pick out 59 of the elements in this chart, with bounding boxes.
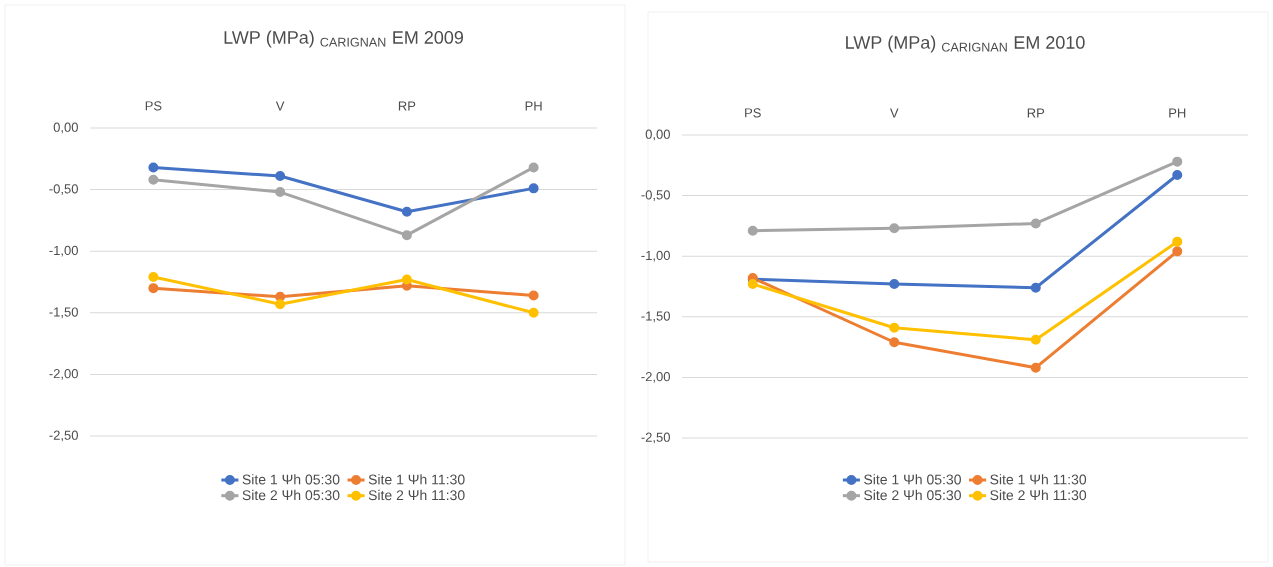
y-tick-label: -0,50 [641, 190, 670, 201]
legend-label: Site 1 Ψh 05:30 [864, 474, 961, 485]
x-tick-label: PH [1169, 108, 1186, 118]
x-tick-label: PS [745, 108, 761, 118]
point [1030, 362, 1041, 373]
y-tick-label: -1,50 [641, 311, 670, 323]
point [747, 225, 758, 236]
point [1172, 236, 1183, 247]
y-tick-label: -1,00 [641, 250, 670, 262]
y-tick-label: -2,50 [641, 432, 670, 444]
point [401, 206, 412, 217]
point [1172, 156, 1183, 167]
legend-label: Site 1 Ψh 05:30 [242, 474, 340, 485]
point [1030, 334, 1041, 345]
point [275, 299, 286, 310]
point [1030, 282, 1041, 293]
point [148, 162, 159, 173]
y-tick-label: -1,00 [49, 245, 78, 257]
point [1172, 169, 1183, 180]
point [401, 230, 412, 241]
x-tick-label: PS [145, 101, 162, 111]
legend-label: Site 2 Ψh 05:30 [242, 489, 340, 501]
chart-title: LWP (MPa) $_{CARIGNAN}$ EM 2009 [224, 30, 463, 48]
legend-label: Site 1 Ψh 11:30 [368, 474, 465, 485]
x-tick-label: RP [1027, 108, 1045, 118]
point [148, 283, 159, 294]
point [528, 162, 539, 173]
point [1172, 246, 1183, 257]
x-tick-label: RP [398, 101, 416, 111]
point [275, 291, 286, 302]
legend-label: Site 1 Ψh 11:30 [990, 474, 1087, 485]
point [275, 187, 286, 198]
point [148, 272, 159, 283]
point [889, 223, 900, 234]
y-tick-label: -1,50 [49, 307, 78, 319]
y-tick-label: 0,00 [53, 122, 78, 134]
y-tick-label: -2,00 [49, 369, 78, 380]
point [401, 274, 412, 285]
y-tick-label: -0,50 [49, 184, 78, 195]
point [889, 279, 900, 290]
y-tick-label: -2,00 [641, 372, 670, 383]
point [148, 174, 159, 185]
legend-label: Site 2 Ψh 11:30 [990, 489, 1087, 501]
point [889, 337, 900, 348]
point [528, 290, 539, 301]
point [747, 279, 758, 290]
chart-title: LWP (MPa) $_{CARIGNAN}$ EM 2010 [846, 35, 1085, 53]
point [275, 171, 286, 182]
legend-label: Site 2 Ψh 11:30 [368, 489, 465, 501]
y-tick-label: -2,50 [49, 430, 78, 442]
point [528, 183, 539, 194]
x-tick-label: V [889, 108, 899, 118]
point [889, 322, 900, 333]
legend-label: Site 2 Ψh 05:30 [864, 489, 961, 501]
point [1030, 218, 1041, 229]
x-tick-label: PH [525, 101, 542, 111]
y-tick-label: 0,00 [645, 129, 670, 141]
point [528, 307, 539, 318]
x-tick-label: V [275, 101, 285, 111]
